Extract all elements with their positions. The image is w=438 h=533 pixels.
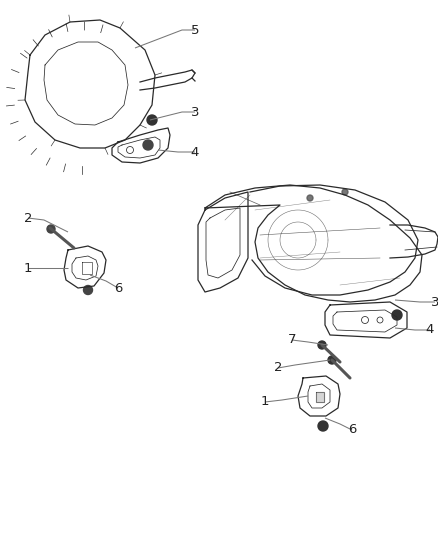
- Polygon shape: [315, 392, 323, 402]
- Circle shape: [143, 140, 153, 150]
- Text: 4: 4: [191, 146, 199, 158]
- Circle shape: [317, 341, 325, 349]
- Text: 5: 5: [191, 23, 199, 36]
- Text: 4: 4: [425, 324, 433, 336]
- Text: 3: 3: [430, 295, 438, 309]
- Circle shape: [147, 115, 157, 125]
- Circle shape: [317, 421, 327, 431]
- Circle shape: [391, 310, 401, 320]
- Circle shape: [47, 225, 55, 233]
- Text: 6: 6: [347, 424, 355, 437]
- Text: 1: 1: [24, 262, 32, 274]
- Text: 6: 6: [113, 281, 122, 295]
- Circle shape: [327, 356, 335, 364]
- Text: 3: 3: [191, 106, 199, 118]
- Circle shape: [306, 195, 312, 201]
- Text: 2: 2: [24, 212, 32, 224]
- Circle shape: [341, 189, 347, 195]
- Text: 1: 1: [260, 395, 268, 408]
- Circle shape: [83, 286, 92, 295]
- Text: 7: 7: [287, 334, 296, 346]
- Text: 2: 2: [273, 361, 282, 375]
